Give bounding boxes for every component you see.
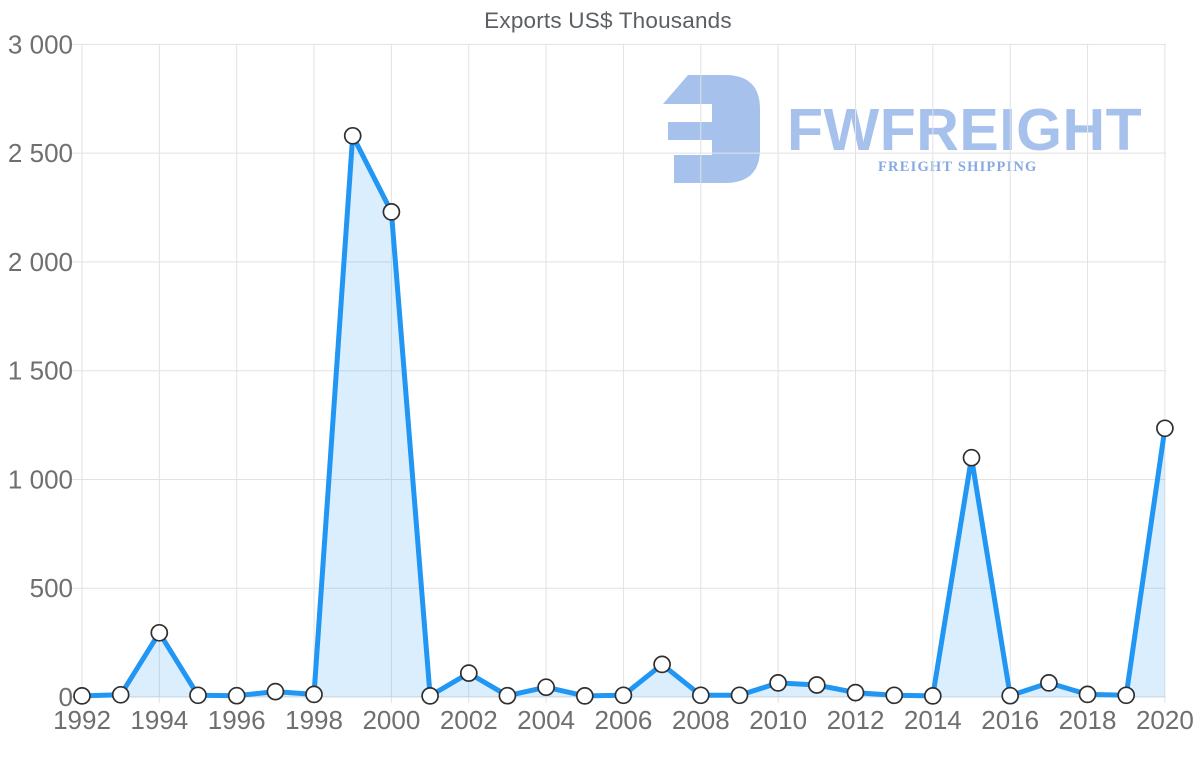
data-point-marker [769,674,787,692]
data-point-marker [730,686,749,705]
data-point-marker [1040,674,1058,692]
series-area-fill [82,135,1165,698]
x-tick-label: 2010 [749,705,807,735]
x-tick-label: 2000 [362,705,420,735]
data-point-marker [614,686,633,705]
x-tick-label: 2016 [981,705,1039,735]
x-tick-label: 2020 [1136,705,1194,735]
data-point-marker [807,676,826,694]
data-point-marker [653,655,671,674]
y-tick-label: 2 500 [8,138,73,168]
data-point-marker [343,126,362,145]
x-tick-label: 2008 [672,705,730,735]
data-point-marker [575,687,594,705]
data-point-marker [691,686,710,705]
data-point-marker [962,448,981,467]
data-point-marker [537,678,555,697]
data-point-marker [227,686,246,705]
data-point-marker [923,687,942,705]
x-tick-label: 1996 [208,705,266,735]
x-tick-label: 2012 [827,705,885,735]
data-point-marker [382,203,401,221]
y-tick-label: 0 [59,682,73,712]
data-point-marker [305,685,323,704]
data-point-marker [111,685,130,704]
x-tick-label: 2004 [517,705,575,735]
x-tick-label: 2014 [904,705,962,735]
data-point-marker [189,686,207,705]
x-tick-label: 1998 [285,705,343,735]
y-tick-label: 1 000 [8,464,73,494]
data-point-marker [885,686,904,705]
x-tick-label: 2006 [595,705,653,735]
y-tick-label: 3 000 [8,29,73,59]
data-point-marker [1117,686,1136,705]
data-point-marker [498,686,517,705]
data-point-marker [1156,419,1174,438]
data-point-marker [1001,686,1020,705]
data-point-marker [73,687,91,705]
data-point-marker [421,687,439,705]
x-tick-label: 2018 [1059,705,1117,735]
y-tick-label: 1 500 [8,356,73,386]
y-tick-label: 500 [30,573,73,603]
data-point-marker [459,664,478,682]
data-point-marker [846,683,865,702]
x-tick-label: 2002 [440,705,498,735]
y-tick-label: 2 000 [8,247,73,277]
data-point-marker [1078,685,1097,704]
data-point-marker [150,623,169,642]
chart-title: Exports US$ Thousands [484,8,732,33]
data-point-marker [266,682,285,701]
x-tick-label: 1994 [130,705,188,735]
x-tick-label: 1992 [53,705,111,735]
